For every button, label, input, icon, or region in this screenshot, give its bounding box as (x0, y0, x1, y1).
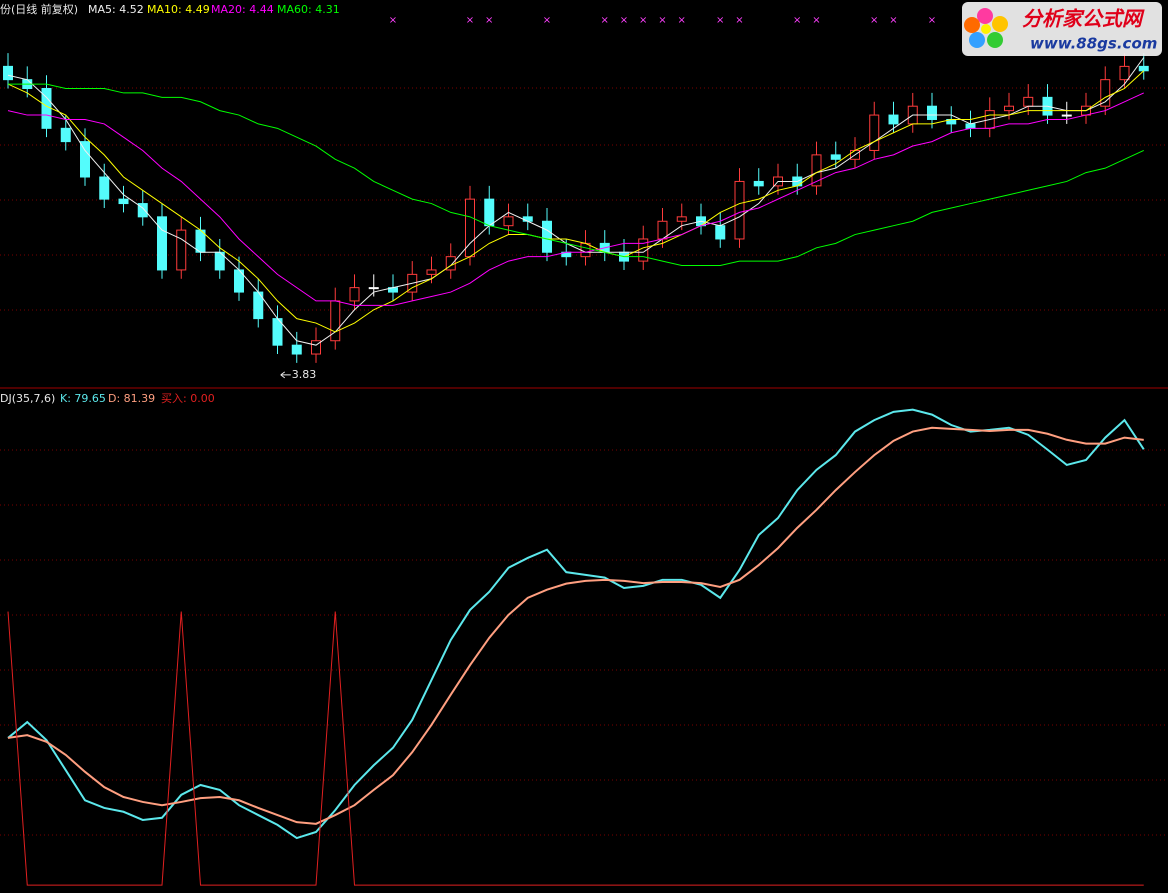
candle-body (888, 114, 899, 125)
series-line (7, 70, 1145, 333)
candle-body (1004, 105, 1014, 112)
logo-background (962, 2, 1162, 56)
signal-marker: × (466, 15, 474, 26)
legend-entry: MA60: 4.31 (277, 3, 340, 16)
logo-url: www.88gs.com (1030, 35, 1157, 53)
candle-body (1138, 65, 1149, 72)
candle-body (80, 141, 90, 178)
logo-petal (964, 17, 980, 33)
candle-body (3, 65, 13, 81)
annotation-arrowhead (280, 371, 286, 379)
candle-body (311, 340, 321, 355)
candle-body (503, 216, 514, 227)
series-line (7, 426, 1144, 825)
signal-marker: × (793, 15, 801, 26)
signal-marker: × (485, 15, 493, 26)
signal-marker: × (735, 15, 743, 26)
signal-marker: × (601, 15, 609, 26)
logo-center (981, 24, 991, 34)
candle-body (330, 300, 341, 342)
legend-entry: D: 81.39 (108, 392, 155, 405)
legend-entry: 买入: 0.00 (161, 392, 215, 405)
candle-body (465, 198, 475, 258)
series-line (7, 57, 1145, 346)
candle-body (157, 216, 167, 271)
candle-body (118, 198, 129, 205)
signal-marker: × (389, 15, 397, 26)
candle-body (522, 216, 533, 222)
candle-body (1061, 114, 1072, 117)
candle-body (176, 229, 187, 271)
logo: 分析家公式网 www.88gs.com (962, 2, 1162, 56)
series-line (8, 83, 1144, 267)
legend-entry: MA5: 4.52 (88, 3, 144, 16)
candle-body (484, 198, 495, 227)
annotation-label: 3.83 (292, 368, 317, 381)
signal-marker: × (639, 15, 647, 26)
candle-body (734, 180, 745, 240)
candle-body (426, 269, 437, 275)
series-line (7, 611, 1144, 886)
signal-marker: × (889, 15, 897, 26)
candle-body (676, 216, 687, 222)
signal-marker: × (812, 15, 820, 26)
candle-body (869, 114, 880, 151)
logo-title: 分析家公式网 (1022, 7, 1145, 31)
legend-entry: MA10: 4.49 (147, 3, 210, 16)
signal-marker: × (928, 15, 936, 26)
logo-petal (977, 8, 993, 24)
logo-petal (992, 16, 1008, 32)
signal-marker: × (870, 15, 878, 26)
candle-body (60, 127, 71, 143)
panel-title: 份(日线 前复权) (0, 2, 78, 16)
signal-marker: × (716, 15, 724, 26)
logo-petal (969, 32, 985, 48)
candle-body (1023, 96, 1034, 107)
candle-body (753, 180, 764, 187)
candle-body (1100, 79, 1111, 107)
candle-body (99, 176, 110, 200)
candle-body (137, 203, 148, 218)
logo-petal (987, 32, 1003, 48)
series-line (7, 408, 1145, 840)
candle-body (1119, 65, 1130, 81)
candle-body (542, 220, 552, 253)
signal-marker: × (678, 15, 686, 26)
legend-entry: MA20: 4.44 (211, 3, 274, 16)
signal-marker: × (543, 15, 551, 26)
candle-body (368, 287, 379, 290)
candle-body (291, 344, 302, 355)
legend-entry: K: 79.65 (60, 392, 106, 405)
candle-body (965, 123, 976, 129)
panel-title: DJ(35,7,6) (0, 392, 55, 405)
signal-marker: × (658, 15, 666, 26)
series-line (7, 92, 1144, 306)
candle-body (349, 287, 360, 302)
signal-marker: × (620, 15, 628, 26)
candle-body (927, 105, 937, 120)
candle-body (830, 154, 841, 160)
candle-body (715, 225, 726, 240)
